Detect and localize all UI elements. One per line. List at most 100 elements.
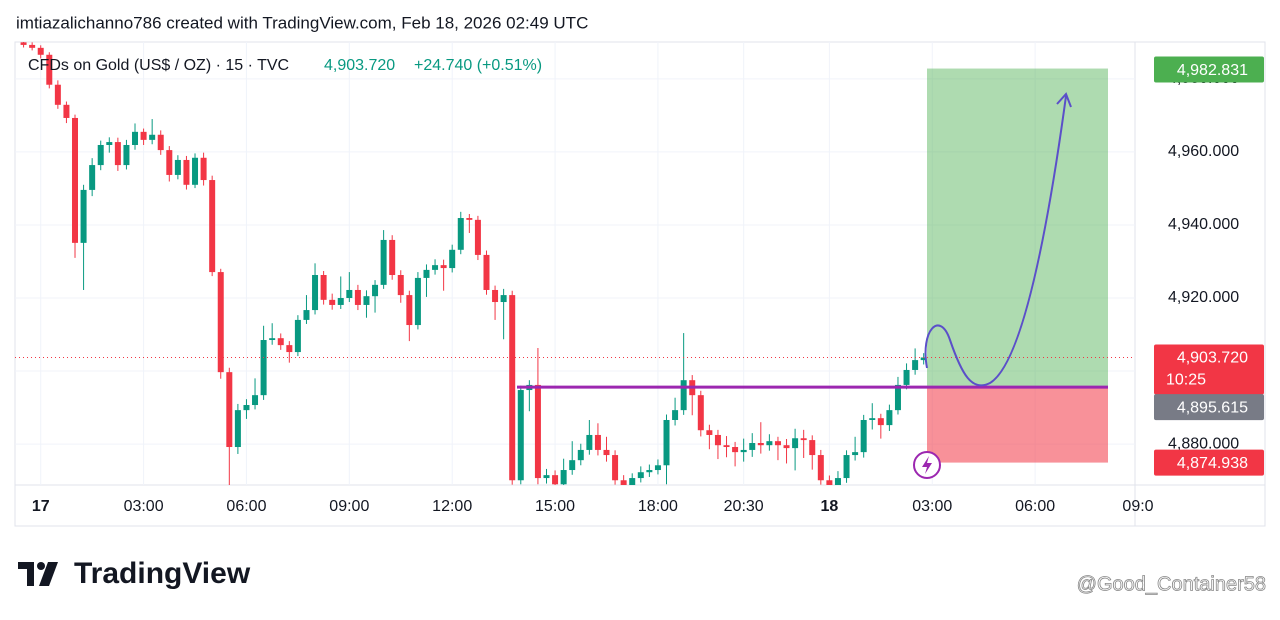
- last-price-box: [1154, 344, 1264, 395]
- candle-body: [157, 134, 164, 151]
- projection-arrowhead: [1056, 92, 1072, 108]
- candle-body: [252, 395, 259, 406]
- candle-body: [140, 131, 147, 140]
- candle-body: [774, 441, 781, 446]
- candle-body: [637, 472, 644, 479]
- candle-body: [354, 289, 361, 305]
- candle-body: [449, 249, 456, 269]
- x-tick-label: 18:00: [638, 498, 678, 515]
- candle-body: [834, 478, 841, 485]
- candle-body: [380, 239, 387, 285]
- profit-zone: [927, 68, 1108, 388]
- candle-body: [612, 455, 619, 481]
- x-tick-label: 09:0: [1122, 498, 1153, 515]
- candle-body: [329, 299, 336, 305]
- watermark: @Good_Container58: [1077, 573, 1266, 595]
- candle-body: [517, 390, 524, 481]
- target-label: 4,982.831: [1177, 62, 1248, 79]
- candle-body: [860, 419, 867, 453]
- logo-text: TradingView: [74, 557, 251, 590]
- candle-body: [97, 144, 104, 166]
- grid: 4,980.0004,960.0004,940.0004,920.0004,90…: [15, 42, 1239, 515]
- candle-body: [534, 384, 541, 479]
- candle-body: [603, 449, 610, 456]
- candle-body: [432, 265, 439, 270]
- target-label-box: [1154, 56, 1264, 83]
- y-tick-label: 4,880.000: [1168, 435, 1239, 452]
- candle-body: [672, 410, 679, 420]
- candle-body: [620, 480, 627, 485]
- candle-body: [72, 117, 79, 243]
- candle-body: [509, 295, 516, 481]
- entry-label: 4,895.615: [1177, 399, 1248, 416]
- x-tick-label: 06:00: [1015, 498, 1055, 515]
- y-tick-label: 4,960.000: [1168, 143, 1239, 160]
- candle-body: [277, 338, 284, 346]
- stop-label-box: [1154, 449, 1264, 476]
- candle-body: [886, 410, 893, 426]
- candle-body: [294, 319, 301, 353]
- candle-body: [543, 475, 550, 479]
- alert-bolt: [922, 456, 932, 474]
- x-tick-label: 06:00: [226, 498, 266, 515]
- countdown: 10:25: [1166, 372, 1206, 389]
- candle-body: [809, 440, 816, 456]
- candle-body: [586, 434, 593, 450]
- candle-body: [37, 47, 44, 55]
- candle-body: [389, 239, 396, 276]
- candle-body: [183, 159, 190, 185]
- candle-body: [397, 275, 404, 296]
- candle-body: [766, 441, 773, 446]
- x-tick-label: 17: [32, 498, 50, 515]
- candle-body: [63, 104, 70, 118]
- candle-body: [483, 254, 490, 290]
- candle-body: [920, 357, 927, 361]
- legend-last: 4,903.720: [324, 57, 395, 74]
- candle-body: [894, 384, 901, 411]
- x-tick-label: 03:00: [912, 498, 952, 515]
- candle-body: [226, 372, 233, 448]
- candle-body: [757, 443, 764, 446]
- y-tick-label: 4,940.000: [1168, 216, 1239, 233]
- candle-body: [843, 455, 850, 479]
- last-price-label: 4,903.720: [1177, 350, 1248, 367]
- credit: imtiazalichanno786 created with TradingV…: [16, 13, 588, 32]
- candle-body: [800, 438, 807, 441]
- x-tick-label: 12:00: [432, 498, 472, 515]
- candle-body: [286, 345, 293, 353]
- x-tick-label: 15:00: [535, 498, 575, 515]
- candle-body: [346, 289, 353, 299]
- candle-body: [312, 275, 319, 311]
- logo-mark: [18, 562, 58, 586]
- candle-body: [783, 445, 790, 449]
- candle-body: [243, 405, 250, 411]
- candle-body: [46, 54, 53, 85]
- overlays: 4,982.831 4,903.720 10:25 4,895.615 4,874.93…: [15, 56, 1264, 476]
- candle-body: [363, 296, 370, 305]
- candle-body: [20, 42, 27, 45]
- candle-body: [706, 430, 713, 435]
- candle-body: [260, 340, 267, 396]
- candle-body: [114, 142, 121, 166]
- candle-body: [132, 131, 139, 145]
- candle-body: [337, 298, 344, 305]
- legend-change: +24.740 (+0.51%): [414, 57, 542, 74]
- candle-body: [792, 438, 799, 449]
- candle-body: [200, 157, 207, 181]
- position-tool: [927, 68, 1108, 463]
- candle-body: [714, 434, 721, 446]
- candle-body: [663, 419, 670, 466]
- candle-body: [594, 434, 601, 450]
- candle-body: [877, 418, 884, 426]
- chart-frame: [14, 41, 1266, 527]
- candle-body: [440, 265, 447, 269]
- candle-body: [569, 460, 576, 471]
- candle-body: [577, 449, 584, 461]
- candle-body: [217, 272, 224, 373]
- stop-label: 4,874.938: [1177, 455, 1248, 472]
- x-tick-label: 20:30: [724, 498, 764, 515]
- candle-body: [732, 447, 739, 453]
- candle-body: [723, 445, 730, 448]
- candle-body: [500, 295, 507, 303]
- candle-body: [149, 134, 156, 140]
